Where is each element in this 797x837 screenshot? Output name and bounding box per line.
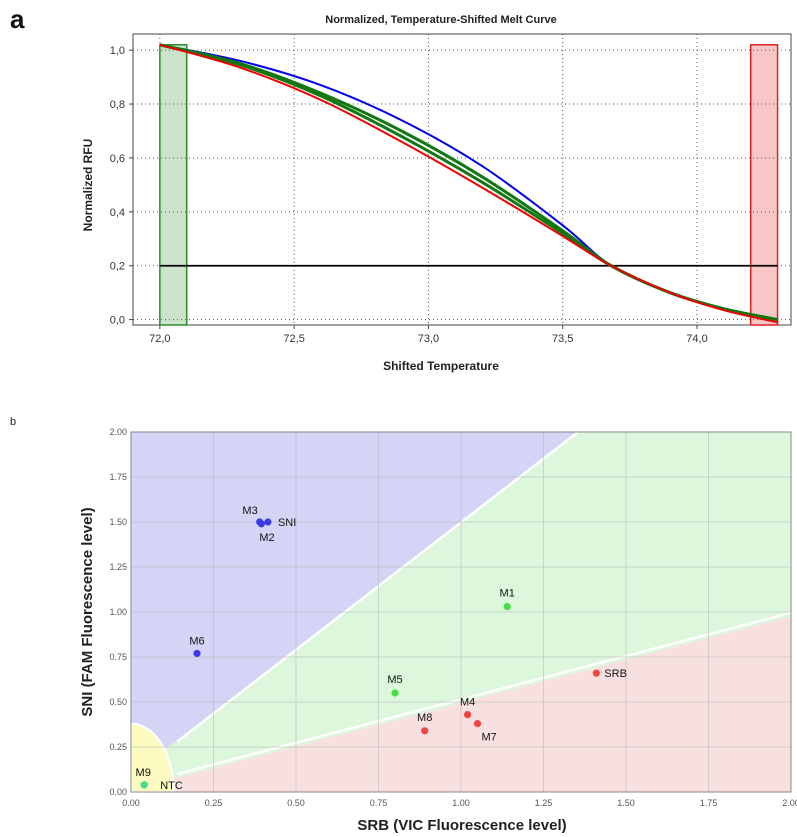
chart-b-y-tick-label: 2.00: [109, 427, 127, 437]
chart-b-point-label: M8: [417, 712, 432, 724]
chart-b-point-label: M5: [387, 674, 402, 686]
chart-a-y-tick-label: 0,8: [110, 99, 125, 111]
chart-b-point-m2: [257, 520, 265, 528]
chart-b-y-tick-label: 0.75: [109, 652, 127, 662]
chart-b-y-tick-label: 1.00: [109, 607, 127, 617]
chart-b-point-label: M7: [482, 732, 497, 744]
chart-b-x-tick-label: 1.00: [452, 798, 470, 808]
chart-b-x-tick-label: 1.75: [700, 798, 718, 808]
chart-b-y-tick-label: 1.75: [109, 472, 127, 482]
chart-b-point-label: M1: [500, 588, 515, 600]
chart-b-x-tick-label: 2.00: [782, 798, 797, 808]
chart-b-point-label: NTC: [160, 780, 183, 792]
chart-b-x-tick-label: 1.25: [535, 798, 553, 808]
chart-b-point-m4: [464, 711, 472, 719]
chart-a-end-region: [749, 44, 779, 326]
chart-b-point-label: SRB: [604, 668, 627, 680]
chart-b-plot: 0.000.00 0.25 0.25 0.50 0.50 0.75 0.75 1.00 1.00…: [109, 427, 797, 808]
chart-a-xlabel: Shifted Temperature: [383, 359, 499, 373]
chart-a-x-tick-label: 72,5: [283, 333, 304, 345]
chart-a-plot: 72,0 72,5 73,0 73,5 74,0 0,0 0,2 0,4 0,6 0,8 1,0: [110, 33, 792, 345]
chart-b-point-label: M4: [460, 697, 475, 709]
chart-a-y-tick-label: 0,4: [110, 207, 125, 219]
chart-b-point-label: M3: [242, 505, 257, 517]
chart-b-region-blue: [131, 432, 579, 765]
chart-b-y-tick-label: 1.25: [109, 562, 127, 572]
melt-curve-chart: Normalized, Temperature-Shifted Melt Cur…: [81, 14, 792, 373]
chart-b-y-tick-label: 0.50: [109, 697, 127, 707]
chart-b-ylabel: SNI (FAM Fluorescence level): [79, 507, 96, 716]
chart-b-plot-border: [130, 431, 792, 793]
chart-b-point-ntc: [140, 781, 148, 789]
chart-b-x-tick-label: 0.00: [122, 798, 140, 808]
chart-a-x-tick-label: 74,0: [686, 333, 707, 345]
chart-b-x-tick-label: 0.25: [205, 798, 223, 808]
chart-b-region-yellow: [131, 722, 175, 792]
chart-b-point-label: M2: [259, 532, 274, 544]
chart-b-x-tick-label: 0.75: [370, 798, 388, 808]
chart-b-point-m5: [391, 689, 399, 697]
chart-a-y-tick-label: 0,6: [110, 153, 125, 165]
scatter-chart: SRB (VIC Fluorescence level) SNI (FAM Fl…: [79, 427, 797, 834]
chart-b-y-tick-label: 1.50: [109, 517, 127, 527]
chart-b-point-m1: [503, 603, 511, 611]
panel-label-a: a: [10, 4, 25, 34]
chart-b-region-red: [170, 616, 791, 792]
chart-a-y-tick-label: 0,0: [110, 315, 125, 327]
chart-a-plot-area: [132, 33, 792, 326]
chart-a-x-tick-label: 73,5: [552, 333, 573, 345]
chart-b-point-label: SNI: [278, 517, 296, 529]
chart-b-x-tick-label: 1.50: [617, 798, 635, 808]
chart-b-point-m6: [193, 649, 201, 658]
chart-a-y-tick-label: 0,2: [110, 261, 125, 273]
chart-b-point-m7: [473, 720, 482, 728]
chart-b-boundary-red: [176, 611, 791, 776]
chart-b-point-label: M6: [189, 635, 204, 647]
chart-b-point-label: M9: [136, 767, 151, 779]
chart-b-regions: [131, 432, 791, 792]
chart-a-y-tick-label: 1,0: [110, 45, 125, 57]
chart-b-y-tick-label: 0.25: [109, 742, 127, 752]
chart-b-point-m8: [421, 727, 429, 735]
chart-a-title: Normalized, Temperature-Shifted Melt Cur…: [325, 14, 556, 26]
chart-b-y-tick-label: 0.00: [109, 787, 127, 797]
panel-label-b: b: [10, 416, 16, 428]
chart-b-x-tick-label: 0.50: [287, 798, 305, 808]
chart-a-x-tick-label: 72,0: [149, 333, 170, 345]
chart-a-ylabel: Normalized RFU: [81, 139, 95, 232]
chart-a-series-line: [159, 43, 778, 324]
chart-b-point-sni: [264, 518, 272, 526]
chart-a-start-region: [159, 44, 188, 326]
chart-a-x-tick-label: 73,0: [418, 333, 439, 345]
chart-b-point-srb: [592, 669, 600, 677]
chart-b-boundary-blue: [176, 432, 581, 743]
chart-b-xlabel: SRB (VIC Fluorescence level): [357, 817, 566, 834]
